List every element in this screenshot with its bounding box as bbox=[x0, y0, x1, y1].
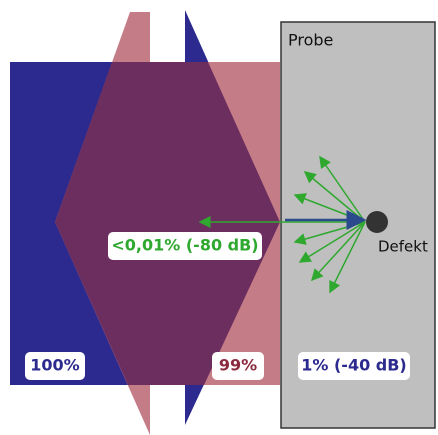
diagram: Probe Defekt <0,01% (-80 dB) 100% 99% 1%… bbox=[0, 0, 438, 435]
transmitted-label: 99% bbox=[219, 356, 257, 375]
reflected-label: <0,01% (-80 dB) bbox=[111, 236, 258, 255]
defect bbox=[366, 211, 388, 233]
probe-label: Probe bbox=[288, 31, 333, 50]
defect-label: Defekt bbox=[378, 238, 428, 256]
probe-signal-label: 1% (-40 dB) bbox=[301, 356, 406, 375]
incident-label: 100% bbox=[30, 356, 79, 375]
